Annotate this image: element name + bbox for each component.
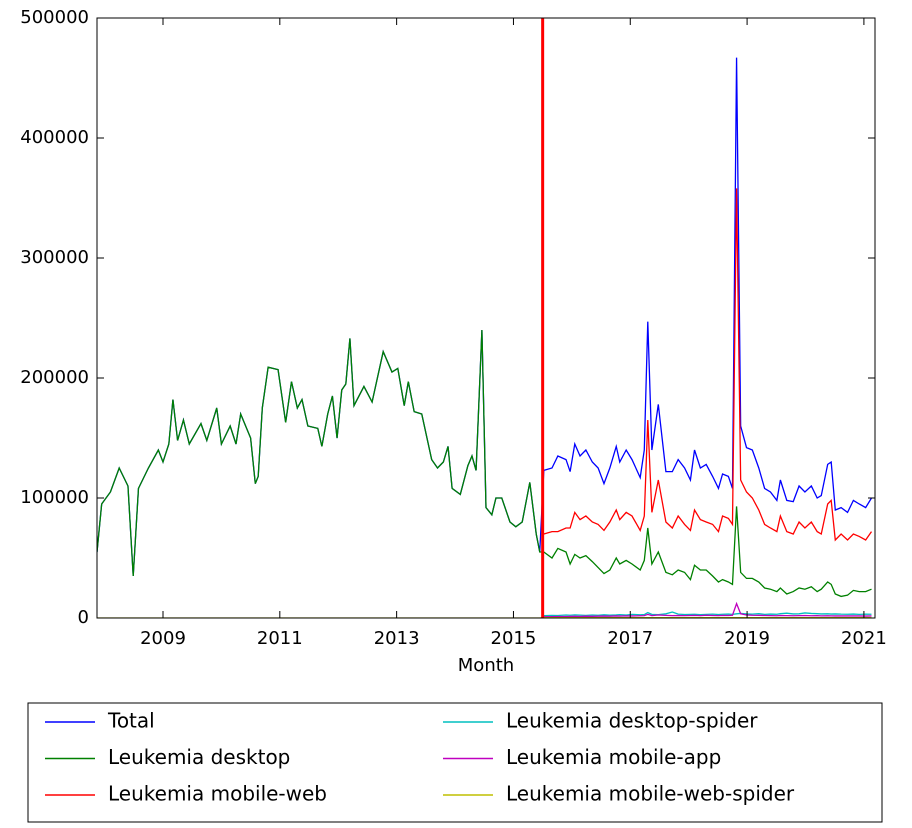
x-tick-label: 2013 bbox=[374, 628, 420, 649]
y-tick-label: 300000 bbox=[20, 247, 89, 268]
legend-label: Leukemia mobile-web-spider bbox=[506, 782, 795, 806]
series-line bbox=[97, 57, 873, 577]
legend-label: Leukemia mobile-web bbox=[108, 782, 327, 806]
series-line bbox=[97, 329, 872, 598]
x-tick-label: 2019 bbox=[724, 628, 770, 649]
x-tick-label: 2017 bbox=[607, 628, 653, 649]
legend-label: Leukemia mobile-app bbox=[506, 745, 721, 769]
series-line bbox=[543, 188, 873, 542]
x-tick-label: 2009 bbox=[140, 628, 186, 649]
y-tick-label: 200000 bbox=[20, 367, 89, 388]
y-tick-label: 0 bbox=[78, 607, 89, 628]
y-tick-label: 500000 bbox=[20, 7, 89, 28]
legend-box bbox=[27, 702, 883, 823]
x-axis-label: Month bbox=[458, 655, 514, 676]
y-tick-label: 400000 bbox=[20, 127, 89, 148]
series-line bbox=[543, 611, 872, 617]
legend-label: Leukemia desktop-spider bbox=[506, 709, 758, 733]
legend-label: Total bbox=[107, 709, 155, 733]
legend-label: Leukemia desktop bbox=[108, 745, 290, 769]
legend: Total Leukemia desktop Leukemia mobile-web… bbox=[27, 702, 883, 823]
y-tick-label: 100000 bbox=[20, 487, 89, 508]
plot-area bbox=[97, 57, 873, 618]
series-line bbox=[543, 601, 872, 618]
plot-frame bbox=[96, 17, 876, 619]
x-tick-label: 2021 bbox=[841, 628, 887, 649]
x-tick-label: 2011 bbox=[257, 628, 303, 649]
x-tick-label: 2015 bbox=[491, 628, 537, 649]
